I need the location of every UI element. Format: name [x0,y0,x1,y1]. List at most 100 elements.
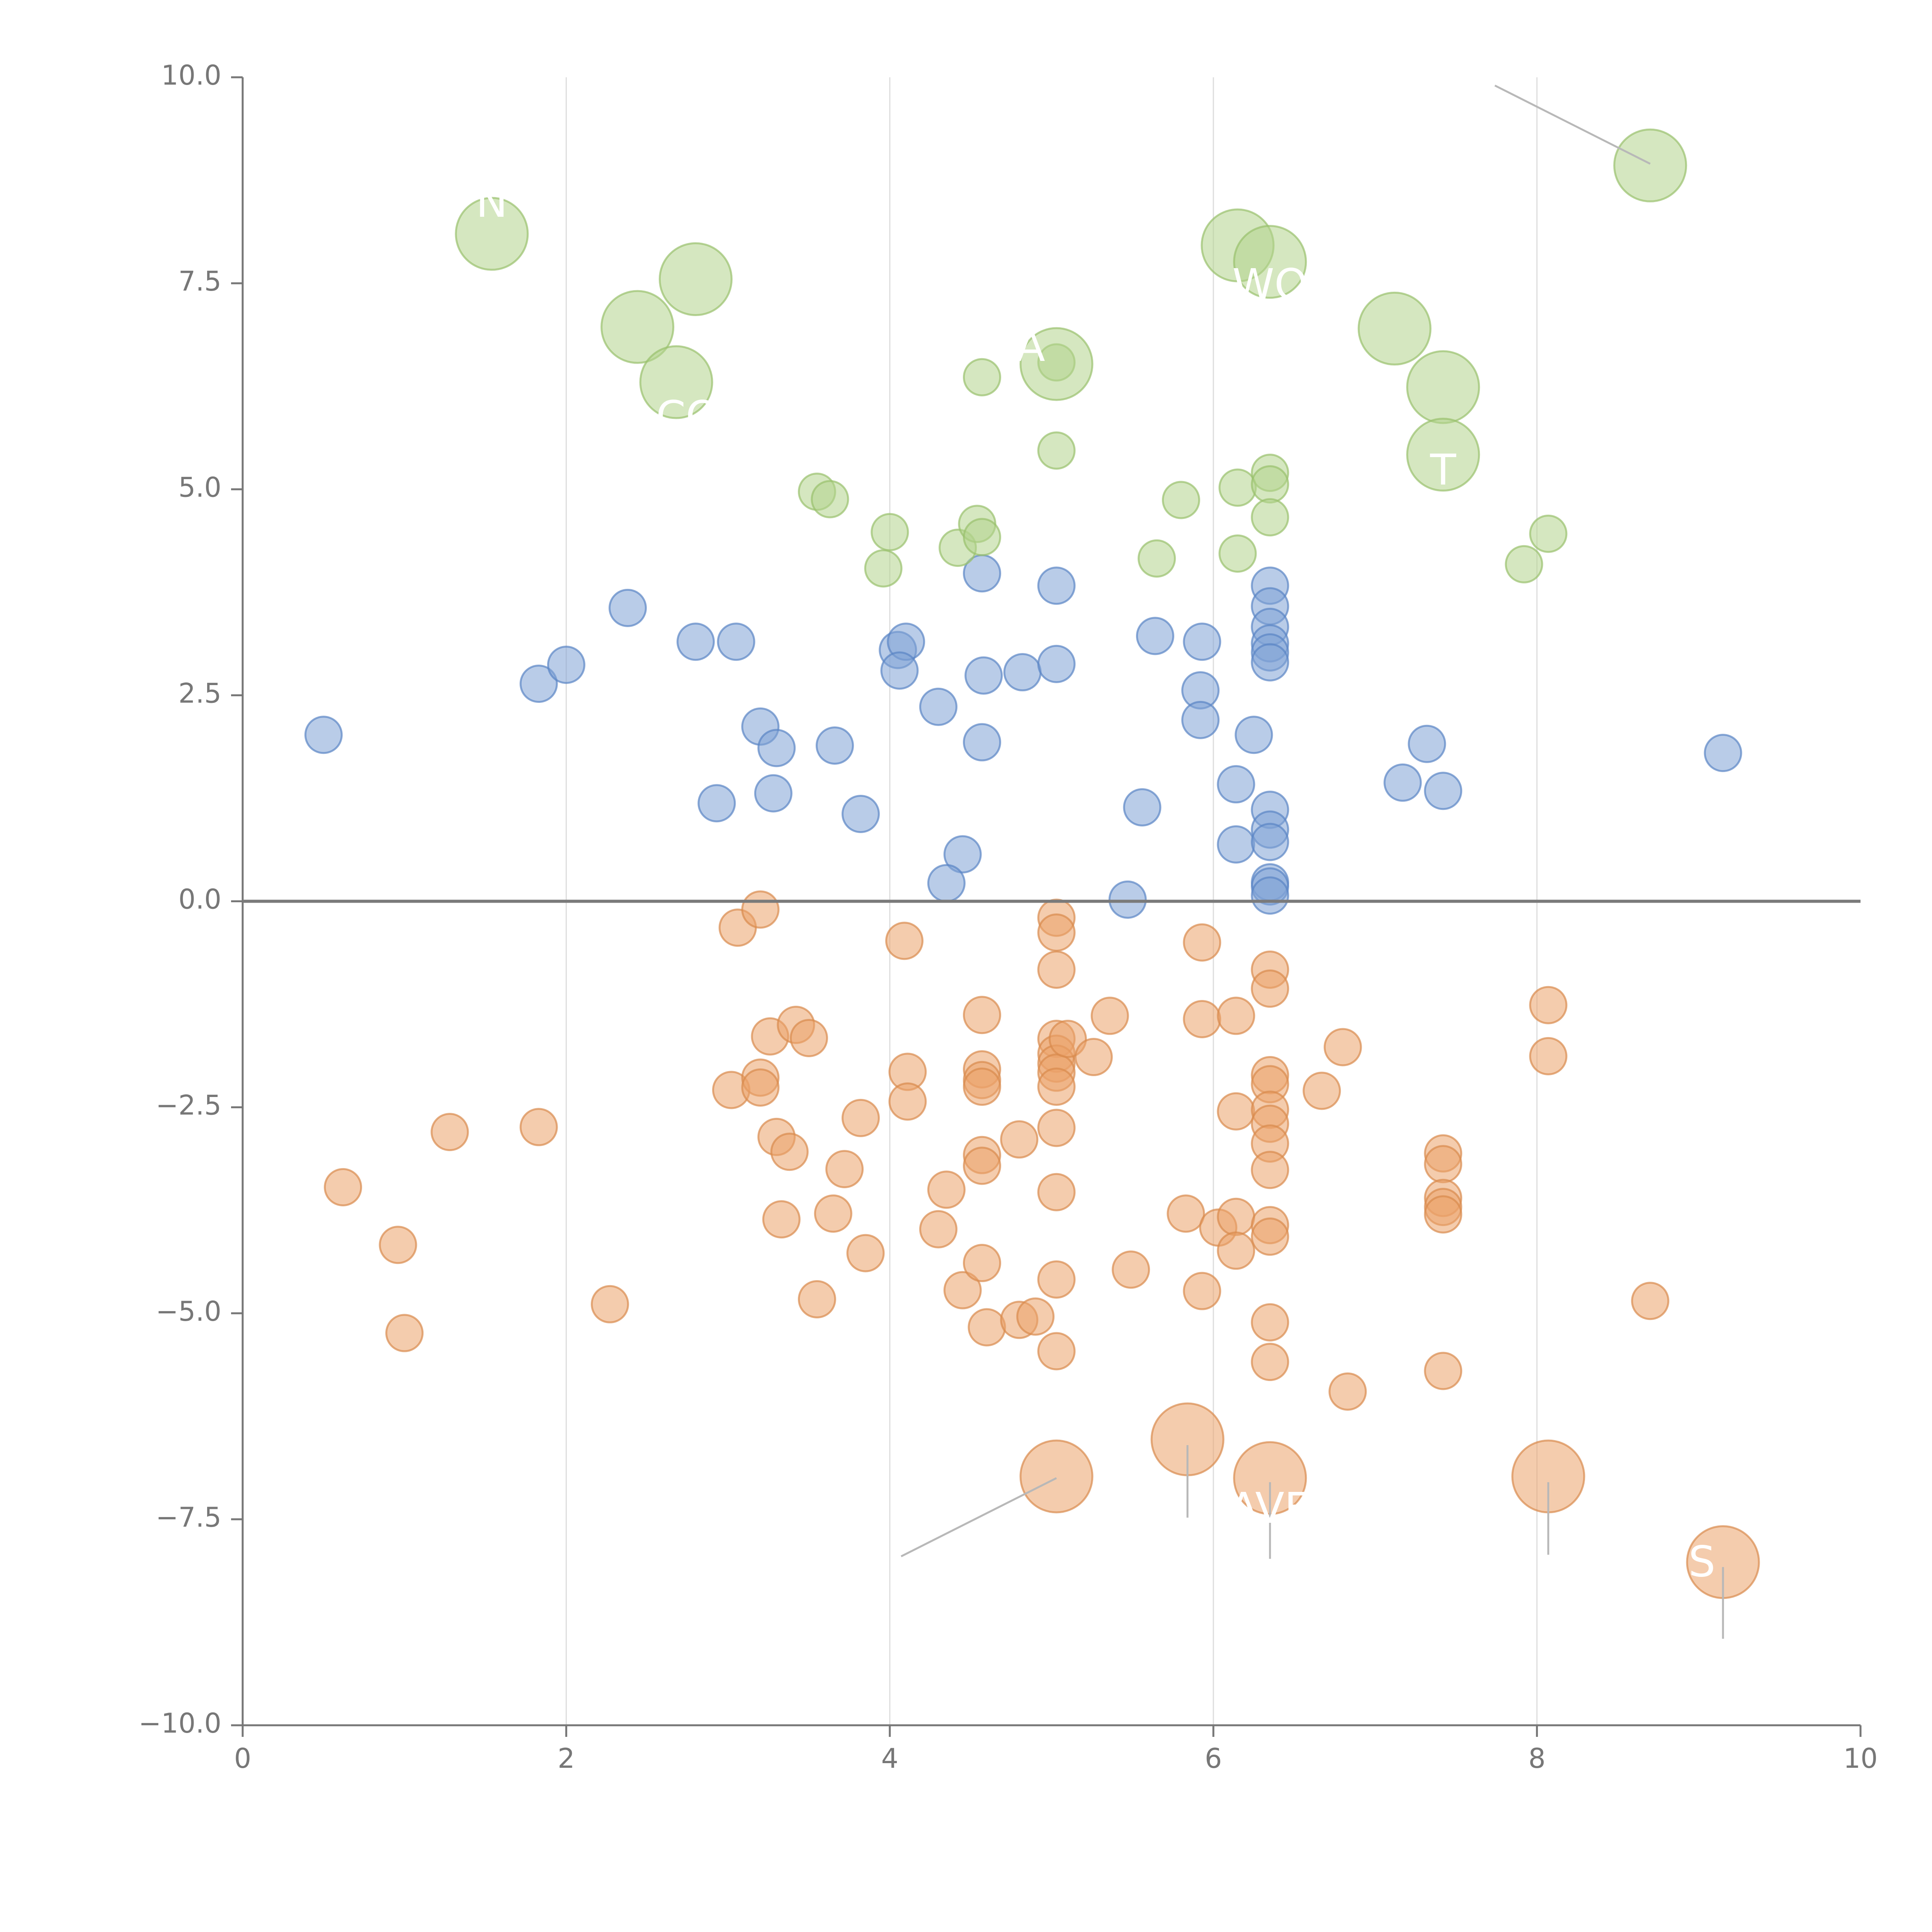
x-tick-label: 10 [1843,1743,1878,1774]
data-point-blue [757,729,796,767]
data-point-orange [1037,1067,1076,1106]
annotation-label: AVE [1229,1483,1311,1533]
highlight-point-green [1406,418,1480,492]
highlight-point-green [455,197,529,271]
data-point-blue [754,774,793,813]
data-point-orange [1217,997,1255,1035]
data-point-orange [963,996,1001,1034]
data-point-orange [1037,1260,1076,1299]
data-point-green [1037,431,1076,470]
data-point-blue [927,864,966,903]
data-point-blue [1217,825,1255,864]
annotation-label: T [1430,445,1456,495]
data-point-orange [741,1068,780,1107]
data-point-blue [717,622,755,661]
data-point-orange [1323,1028,1362,1066]
highlight-point-green [1357,291,1432,366]
data-point-orange [841,1099,880,1137]
data-point-blue [1383,763,1422,802]
data-point-blue [1251,823,1289,861]
data-point-orange [919,1210,957,1248]
data-point-orange [1037,1332,1076,1371]
data-point-blue [1003,653,1042,692]
data-point-orange [1251,1343,1289,1381]
y-tick-label: 10.0 [161,60,221,91]
data-point-orange [1631,1282,1670,1320]
data-point-orange [385,1314,424,1352]
data-point-orange [1424,1352,1463,1390]
data-point-orange [324,1168,362,1206]
data-point-orange [770,1133,809,1171]
data-point-blue [609,588,647,627]
data-point-orange [888,1082,927,1121]
data-point-orange [1183,1000,1221,1038]
data-point-orange [814,1194,852,1233]
data-point-blue [964,656,1003,695]
data-point-blue [815,726,854,765]
data-point-orange [1251,1217,1289,1256]
data-point-orange [963,1244,1001,1282]
data-point-orange [1037,950,1076,989]
data-point-blue [1037,566,1076,605]
data-point-orange [1424,1145,1463,1184]
highlight-point-green [600,290,675,364]
data-point-orange [1167,1194,1205,1233]
data-point-blue [1183,622,1221,661]
data-point-blue [1235,716,1273,754]
data-point-orange [519,1108,558,1146]
data-point-orange [1328,1372,1367,1411]
data-point-blue [1037,645,1076,683]
data-point-blue [519,665,558,703]
y-tick-label: 2.5 [179,677,221,709]
data-point-orange [1037,1109,1076,1147]
annotation-label: N [476,177,508,227]
data-point-blue [1217,765,1255,804]
highlight-point-green [639,345,713,419]
data-point-orange [1529,1037,1568,1075]
data-point-orange [963,1146,1001,1185]
data-point-orange [798,1280,836,1318]
data-point-blue [1181,701,1220,739]
data-point-orange [1000,1120,1039,1159]
data-point-blue [1251,876,1289,915]
data-point-green [811,480,849,519]
data-point-green [1251,465,1289,503]
data-point-green [864,549,903,588]
data-point-blue [1251,643,1289,682]
highlight-point-green [1233,225,1307,299]
data-point-orange [1424,1195,1463,1234]
data-point-green [1251,498,1289,537]
y-tick-label: −2.5 [156,1090,221,1121]
data-point-orange [1037,913,1076,952]
data-point-blue [943,835,982,874]
data-point-orange [1217,1092,1255,1131]
data-point-orange [943,1271,982,1310]
data-point-green [1529,514,1568,553]
x-tick-label: 2 [558,1743,575,1774]
annotation-label: S [1689,1537,1716,1586]
data-point-orange [430,1113,469,1151]
data-point-green [871,513,909,551]
y-tick-label: 5.0 [179,471,221,503]
data-point-orange [1217,1231,1255,1270]
highlight-point-orange [1019,1439,1094,1514]
x-tick-label: 0 [234,1743,252,1774]
annotation-label: CO [656,391,719,441]
data-point-orange [963,1067,1001,1106]
data-point-blue [697,784,736,823]
data-point-blue [676,622,715,661]
highlight-point-green [1613,128,1687,202]
data-point-orange [1037,1173,1076,1211]
x-tick-label: 6 [1205,1743,1222,1774]
y-tick-label: 0.0 [179,884,221,915]
x-tick-label: 8 [1528,1743,1546,1774]
data-point-blue [919,687,957,726]
leader-layer [900,85,1724,1639]
data-point-orange [762,1200,801,1239]
data-point-orange [1090,997,1129,1035]
y-tick-label: −5.0 [156,1296,221,1327]
data-point-green [1162,481,1200,519]
annotation-label: A [1016,321,1045,371]
x-tick-label: 4 [881,1743,899,1774]
